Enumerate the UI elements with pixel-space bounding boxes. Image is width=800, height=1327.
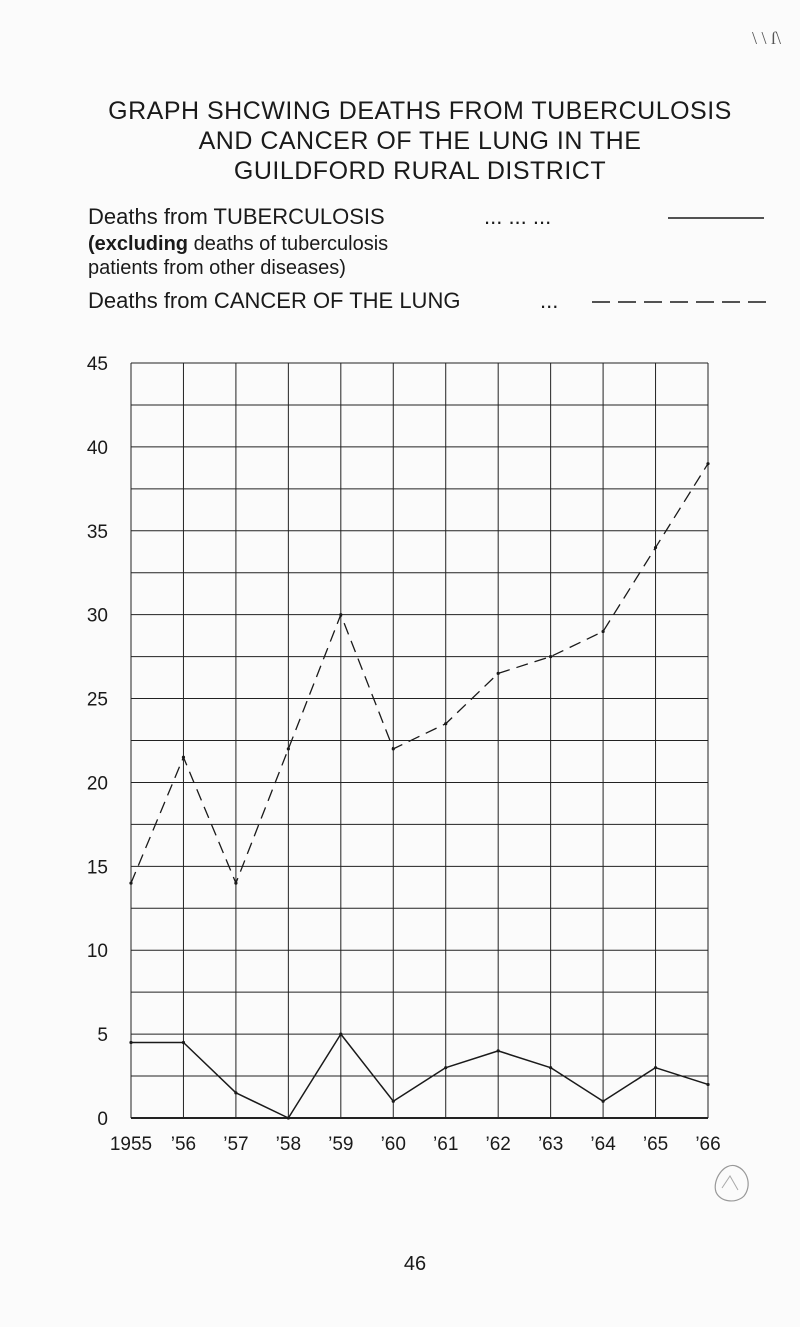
chart-title-line-3: GUILDFORD RURAL DISTRICT <box>233 157 607 185</box>
y-tick-label-25: 25 <box>87 690 108 711</box>
data-point-tuberculosis-1964 <box>601 1099 605 1103</box>
data-point-tuberculosis-1959 <box>339 1032 343 1036</box>
legend-tb-row: Deaths from TUBERCULOSIS ... ... ... <box>88 204 768 232</box>
x-axis-ticks: 1955 ’56 ’57 ’58 ’59 ’60 ’61 ’62 ’63 ’64 ’65 ’66 <box>110 1134 721 1155</box>
legend-tb-note-rest: deaths of tuberculosis <box>188 233 389 255</box>
data-point-cancer-1961 <box>444 722 448 726</box>
legend-tb-dots: ... ... ... <box>484 204 552 229</box>
data-point-tuberculosis-1962 <box>496 1049 500 1053</box>
data-point-tuberculosis-1965 <box>653 1066 658 1070</box>
legend-tb-note-line-2: patients from other diseases) <box>88 257 346 279</box>
x-tick-label-0: 1955 <box>110 1134 152 1155</box>
legend-tb-swatch <box>668 217 764 219</box>
data-point-cancer-1964 <box>601 629 605 634</box>
y-tick-label-10: 10 <box>87 941 108 962</box>
y-tick-label-0: 0 <box>97 1109 108 1130</box>
data-point-cancer-1963 <box>549 655 553 659</box>
data-point-tuberculosis-1966 <box>706 1082 710 1087</box>
x-tick-label-6: ’61 <box>433 1134 458 1155</box>
data-point-tuberculosis-1958 <box>286 1116 290 1120</box>
legend-tb-note: (excluding deaths of tuberculosis <box>88 232 768 256</box>
legend-cancer-row: Deaths from CANCER OF THE LUNG ... <box>88 288 768 316</box>
x-tick-label-4: ’59 <box>328 1134 353 1155</box>
y-tick-label-20: 20 <box>87 773 108 794</box>
y-tick-label-40: 40 <box>87 438 108 459</box>
chart-series <box>129 462 710 1120</box>
stamp-mark <box>714 1164 749 1202</box>
data-point-cancer-1965 <box>653 545 658 550</box>
data-point-cancer-1956 <box>181 755 186 759</box>
chart-title-line-2: AND CANCER OF THE LUNG IN THE <box>198 127 642 155</box>
legend-tb-label: Deaths from TUBERCULOSIS <box>88 204 385 229</box>
chart-title: GRAPH SHCWING DEATHS FROM TUBERCULOSIS A… <box>0 96 800 186</box>
chart-grid <box>130 362 709 1119</box>
legend-tb-note-bold: (excluding <box>88 233 189 255</box>
data-point-cancer-1966 <box>706 462 710 466</box>
x-tick-label-9: ’64 <box>590 1134 616 1155</box>
data-point-tuberculosis-1961 <box>444 1066 448 1070</box>
data-point-cancer-1962 <box>496 671 500 675</box>
data-point-tuberculosis-1956 <box>181 1040 186 1045</box>
y-tick-label-15: 15 <box>87 857 108 878</box>
data-point-cancer-1957 <box>234 881 238 885</box>
data-point-cancer-1960 <box>391 747 395 751</box>
x-tick-label-7: ’62 <box>486 1134 511 1155</box>
y-tick-label-45: 45 <box>87 354 108 375</box>
data-point-tuberculosis-1963 <box>549 1066 553 1070</box>
y-axis-ticks: 0 5 10 15 20 25 30 35 40 45 <box>87 354 108 1130</box>
legend-cancer-dots: ... <box>540 288 559 313</box>
legend-cancer-swatch <box>592 301 768 303</box>
x-tick-label-2: ’57 <box>223 1134 248 1155</box>
data-point-tuberculosis-1955 <box>129 1040 133 1045</box>
x-tick-label-11: ’66 <box>695 1134 720 1155</box>
x-tick-label-5: ’60 <box>381 1134 406 1155</box>
data-point-cancer-1955 <box>129 881 133 885</box>
x-tick-label-3: ’58 <box>276 1134 301 1155</box>
data-point-tuberculosis-1957 <box>234 1091 238 1095</box>
legend: Deaths from TUBERCULOSIS ... ... ... (ex… <box>88 204 768 316</box>
page-corner-mark: \ \ ſ\ <box>752 28 782 48</box>
page-number: 46 <box>403 1253 427 1275</box>
y-tick-label-30: 30 <box>87 606 108 627</box>
x-tick-label-1: ’56 <box>171 1134 196 1155</box>
x-tick-label-10: ’65 <box>643 1134 668 1155</box>
line-chart: 0 5 10 15 20 25 30 35 40 45 1955 ’56 ’57 ’58 ’59 ’60 ’6… <box>87 354 721 1155</box>
chart-title-line-1: GRAPH SHCWING DEATHS FROM TUBERCULOSIS <box>108 97 732 125</box>
data-point-cancer-1958 <box>286 747 290 751</box>
data-point-tuberculosis-1960 <box>391 1099 395 1103</box>
series-line-tuberculosis <box>131 1033 709 1119</box>
legend-cancer-label: Deaths from CANCER OF THE LUNG <box>88 288 461 313</box>
y-tick-label-5: 5 <box>97 1025 108 1046</box>
y-tick-label-35: 35 <box>87 522 108 543</box>
data-point-cancer-1959 <box>339 613 343 617</box>
series-line-cancer <box>130 463 709 884</box>
x-tick-label-8: ’63 <box>538 1134 563 1155</box>
